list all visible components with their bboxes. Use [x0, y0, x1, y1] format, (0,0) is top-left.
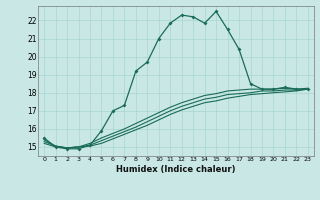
X-axis label: Humidex (Indice chaleur): Humidex (Indice chaleur)	[116, 165, 236, 174]
